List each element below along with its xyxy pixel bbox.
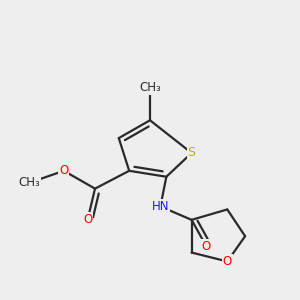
Text: O: O <box>202 240 211 253</box>
Text: CH₃: CH₃ <box>19 176 40 189</box>
Text: O: O <box>59 164 68 177</box>
Text: HN: HN <box>152 200 169 213</box>
Text: CH₃: CH₃ <box>139 81 161 94</box>
Text: S: S <box>188 146 196 160</box>
Text: O: O <box>223 255 232 268</box>
Text: O: O <box>83 213 92 226</box>
